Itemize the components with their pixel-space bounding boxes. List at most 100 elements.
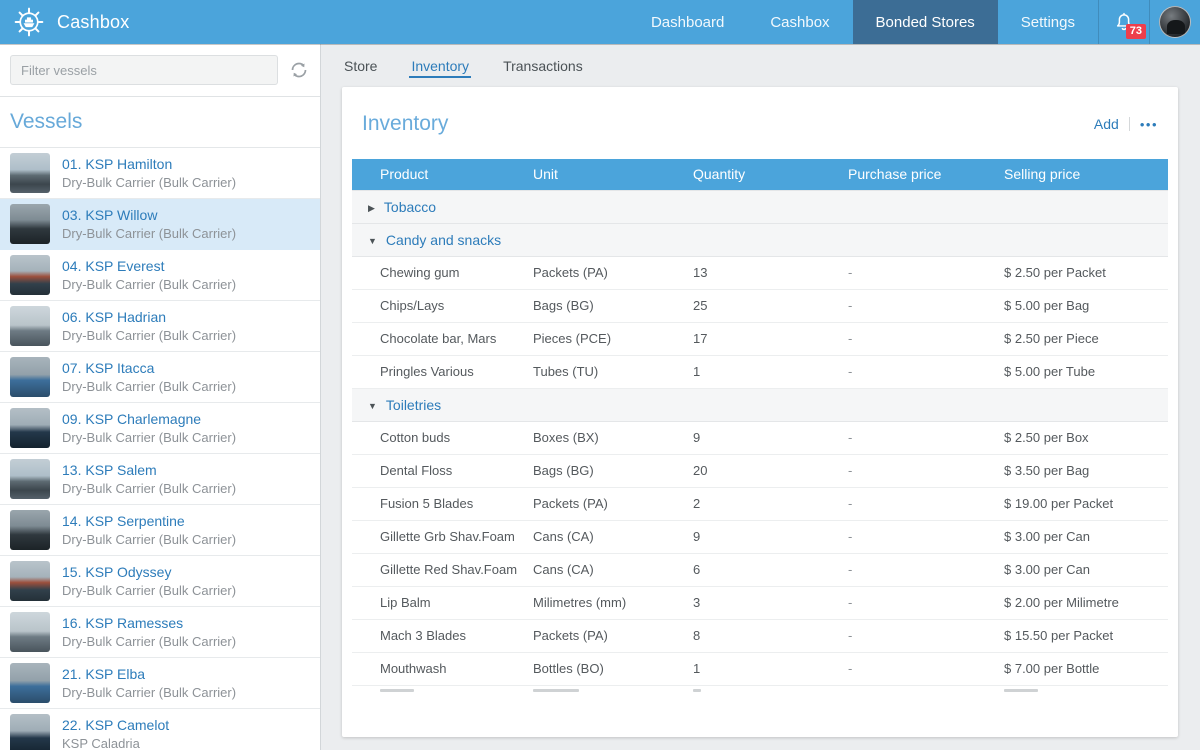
group-name: Candy and snacks [386, 232, 501, 248]
vessel-list-item[interactable]: 22. KSP CamelotKSP Caladria [0, 709, 320, 750]
cell-selling-price: $ 5.00 per Bag [1004, 289, 1168, 322]
inventory-item-row[interactable]: Gillette Grb Shav.FoamCans (CA)9-$ 3.00 … [352, 520, 1168, 553]
cell-purchase-price: - [848, 421, 1004, 454]
inventory-item-row[interactable]: Lip BalmMilimetres (mm)3-$ 2.00 per Mili… [352, 586, 1168, 619]
vessel-info: 22. KSP CamelotKSP Caladria [62, 717, 169, 750]
cell-quantity: 2 [693, 487, 848, 520]
cell-selling-price: $ 2.50 per Piece [1004, 322, 1168, 355]
vessel-name: 03. KSP Willow [62, 207, 236, 223]
cell-selling-price: $ 2.50 per Packet [1004, 256, 1168, 289]
vessel-list-item[interactable]: 21. KSP ElbaDry-Bulk Carrier (Bulk Carri… [0, 658, 320, 709]
vessel-name: 09. KSP Charlemagne [62, 411, 236, 427]
cell-product: Cotton buds [352, 421, 533, 454]
more-options-icon[interactable]: ••• [1140, 117, 1158, 132]
vessel-list-item[interactable]: 13. KSP Salem Dry-Bulk Carrier (Bulk Carr… [0, 454, 320, 505]
vessel-subtitle: Dry-Bulk Carrier (Bulk Carrier) [62, 430, 236, 445]
vessel-thumbnail [10, 663, 50, 703]
tab-transactions[interactable]: Transactions [501, 44, 585, 87]
column-header-unit: Unit [533, 159, 693, 190]
cell-selling-price: $ 5.00 per Tube [1004, 355, 1168, 388]
nav-item-settings[interactable]: Settings [998, 0, 1098, 44]
vessel-subtitle: Dry-Bulk Carrier (Bulk Carrier) [62, 328, 236, 343]
vessel-list-item[interactable]: 03. KSP WillowDry-Bulk Carrier (Bulk Car… [0, 199, 320, 250]
vessel-info: 03. KSP WillowDry-Bulk Carrier (Bulk Car… [62, 207, 236, 241]
vessel-list-item[interactable]: 15. KSP OdysseyDry-Bulk Carrier (Bulk Ca… [0, 556, 320, 607]
nav-item-dashboard[interactable]: Dashboard [628, 0, 747, 44]
cell-unit: Boxes (BX) [533, 421, 693, 454]
cell-purchase-price: - [848, 520, 1004, 553]
cell-selling-price: $ 2.50 per Box [1004, 421, 1168, 454]
inventory-table: Product Unit Quantity Purchase price Sel… [352, 159, 1168, 701]
vessel-info: 06. KSP HadrianDry-Bulk Carrier (Bulk Ca… [62, 309, 236, 343]
vessel-subtitle: Dry-Bulk Carrier (Bulk Carrier) [62, 634, 236, 649]
cell-quantity: 17 [693, 322, 848, 355]
vessel-subtitle: Dry-Bulk Carrier (Bulk Carrier) [62, 532, 236, 547]
brand-area[interactable]: Cashbox [0, 0, 145, 44]
cell-product: Gillette Grb Shav.Foam [352, 520, 533, 553]
user-menu-button[interactable] [1150, 0, 1200, 44]
refresh-vessels-button[interactable] [288, 59, 310, 81]
vessel-list-item[interactable]: 16. KSP RamessesDry-Bulk Carrier (Bulk C… [0, 607, 320, 658]
expand-triangle-icon[interactable]: ▶ [368, 203, 375, 213]
cell-purchase-price: - [848, 322, 1004, 355]
inventory-item-row[interactable]: Fusion 5 BladesPackets (PA)2-$ 19.00 per… [352, 487, 1168, 520]
cell-unit: Bags (BG) [533, 454, 693, 487]
cell-product: Mach 3 Blades [352, 619, 533, 652]
cell-product: Fusion 5 Blades [352, 487, 533, 520]
ship-wheel-logo-icon [14, 7, 44, 37]
vessel-thumbnail [10, 561, 50, 601]
cell-product: Chewing gum [352, 256, 533, 289]
inventory-item-row[interactable]: Chips/LaysBags (BG)25-$ 5.00 per Bag [352, 289, 1168, 322]
collapse-triangle-icon[interactable]: ▼ [368, 236, 377, 246]
inventory-item-row[interactable]: Mach 3 BladesPackets (PA)8-$ 15.50 per P… [352, 619, 1168, 652]
inventory-item-row[interactable]: Cotton budsBoxes (BX)9-$ 2.50 per Box [352, 421, 1168, 454]
notification-count-badge: 73 [1126, 24, 1146, 39]
cell-product: Lip Balm [352, 586, 533, 619]
vessel-subtitle: Dry-Bulk Carrier (Bulk Carrier) [62, 481, 236, 496]
inventory-group-row[interactable]: ▶Tobacco [352, 190, 1168, 223]
vessel-name: 13. KSP Salem [62, 462, 236, 478]
inventory-item-row[interactable]: Pringles VariousTubes (TU)1-$ 5.00 per T… [352, 355, 1168, 388]
vessel-subtitle: Dry-Bulk Carrier (Bulk Carrier) [62, 277, 236, 292]
vessel-list-item[interactable]: 09. KSP Charlemagne Dry-Bulk Carrier (Bul… [0, 403, 320, 454]
tab-store[interactable]: Store [342, 44, 379, 87]
filter-vessels-input[interactable] [10, 55, 278, 85]
group-name: Toiletries [386, 397, 441, 413]
cell-quantity: 8 [693, 619, 848, 652]
inventory-item-row[interactable]: Chewing gumPackets (PA)13-$ 2.50 per Pac… [352, 256, 1168, 289]
cell-unit: Bottles (BO) [533, 652, 693, 685]
inventory-item-row[interactable]: Chocolate bar, MarsPieces (PCE)17-$ 2.50… [352, 322, 1168, 355]
inventory-item-row[interactable]: MouthwashBottles (BO)1-$ 7.00 per Bottle [352, 652, 1168, 685]
inventory-item-row[interactable]: Gillette Red Shav.FoamCans (CA)6-$ 3.00 … [352, 553, 1168, 586]
vessel-list-item[interactable]: 06. KSP HadrianDry-Bulk Carrier (Bulk Ca… [0, 301, 320, 352]
vessel-list-item[interactable]: 14. KSP SerpentineDry-Bulk Carrier (Bulk… [0, 505, 320, 556]
inventory-group-row[interactable]: ▼ Candy and snacks [352, 223, 1168, 256]
nav-item-bonded-stores[interactable]: Bonded Stores [853, 0, 998, 44]
vessel-list-item[interactable]: 01. KSP HamiltonDry-Bulk Carrier (Bulk C… [0, 148, 320, 199]
cell-purchase-price: - [848, 586, 1004, 619]
main-panel: Store Inventory Transactions Inventory A… [321, 44, 1200, 750]
table-header-row: Product Unit Quantity Purchase price Sel… [352, 159, 1168, 190]
vessel-thumbnail [10, 714, 50, 750]
cell-product: Chips/Lays [352, 289, 533, 322]
vessel-name: 04. KSP Everest [62, 258, 236, 274]
cell-quantity: 13 [693, 256, 848, 289]
inventory-group-row[interactable]: ▼ Toiletries [352, 388, 1168, 421]
collapse-triangle-icon[interactable]: ▼ [368, 401, 377, 411]
actions-divider [1129, 117, 1130, 131]
nav-item-cashbox[interactable]: Cashbox [747, 0, 852, 44]
cell-product: Dental Floss [352, 454, 533, 487]
tab-inventory[interactable]: Inventory [409, 44, 471, 87]
notifications-button[interactable]: 73 [1099, 0, 1149, 44]
vessel-info: 09. KSP Charlemagne Dry-Bulk Carrier (Bul… [62, 411, 236, 445]
vessel-list-item[interactable]: 07. KSP ItaccaDry-Bulk Carrier (Bulk Car… [0, 352, 320, 403]
vessel-list-item[interactable]: 04. KSP Everest Dry-Bulk Carrier (Bulk Ca… [0, 250, 320, 301]
vessel-info: 07. KSP ItaccaDry-Bulk Carrier (Bulk Car… [62, 360, 236, 394]
cell-purchase-price: - [848, 652, 1004, 685]
vessel-name: 22. KSP Camelot [62, 717, 169, 733]
add-item-button[interactable]: Add [1094, 116, 1119, 132]
inventory-item-row[interactable]: Dental FlossBags (BG)20-$ 3.50 per Bag [352, 454, 1168, 487]
cell-selling-price: $ 3.50 per Bag [1004, 454, 1168, 487]
cell-quantity: 9 [693, 421, 848, 454]
cell-product: Pringles Various [352, 355, 533, 388]
